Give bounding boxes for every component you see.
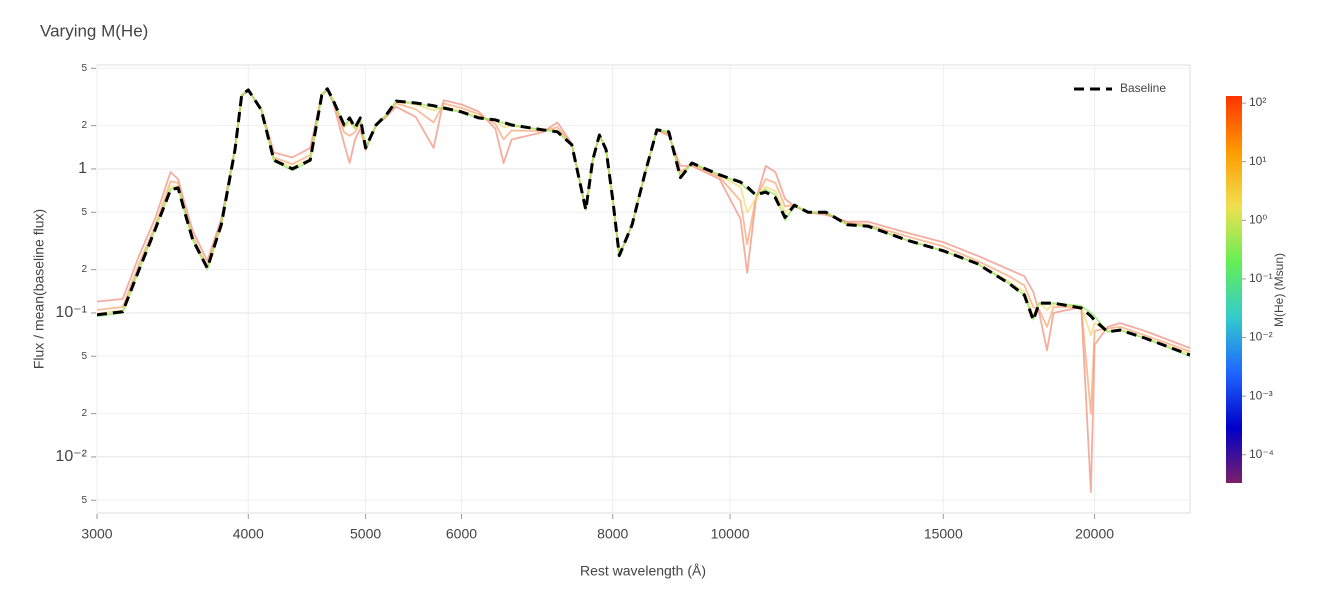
y-tick-label: 1 (78, 160, 87, 177)
x-axis-title: Rest wavelength (Å) (580, 563, 706, 579)
colorbar-tick-label: 10⁰ (1249, 212, 1267, 226)
colorbar-tick-label: 10² (1249, 95, 1266, 109)
y-tick-label: 2 (81, 120, 87, 131)
y-tick-label: 5 (81, 495, 87, 506)
colorbar-tick-label: 10¹ (1249, 154, 1266, 168)
x-tick-label: 8000 (597, 526, 628, 542)
y-tick-label: 5 (81, 63, 87, 74)
x-tick-label: 5000 (350, 526, 381, 542)
y-tick-label: 2 (81, 408, 87, 419)
y-tick-label: 5 (81, 207, 87, 218)
y-tick-label: 2 (81, 264, 87, 275)
colorbar-title: M(He) (Msun) (1272, 253, 1286, 327)
colorbar-tick-label: 10⁻³ (1249, 388, 1273, 402)
x-tick-label: 10000 (711, 526, 750, 542)
y-tick-label: 5 (81, 351, 87, 362)
plot-lines (97, 87, 1190, 493)
x-tick-label: 4000 (233, 526, 264, 542)
y-tick-label: 10⁻¹ (55, 304, 87, 321)
chart-title: Varying M(He) (40, 21, 148, 40)
colorbar-tick-label: 10⁻² (1249, 330, 1273, 344)
x-tick-label: 6000 (446, 526, 477, 542)
colorbar-tick-label: 10⁻⁴ (1249, 447, 1274, 461)
colorbar-tick-label: 10⁻¹ (1249, 271, 1273, 285)
x-tick-label: 3000 (81, 526, 112, 542)
y-tick-label: 10⁻² (55, 448, 87, 465)
x-tick-label: 20000 (1075, 526, 1114, 542)
legend-label: Baseline (1120, 81, 1166, 95)
colorbar (1226, 96, 1242, 483)
x-tick-label: 15000 (924, 526, 963, 542)
plot-area (96, 64, 1191, 514)
y-axis-title: Flux / mean(baseline flux) (31, 209, 47, 369)
baseline-line (97, 87, 1190, 357)
